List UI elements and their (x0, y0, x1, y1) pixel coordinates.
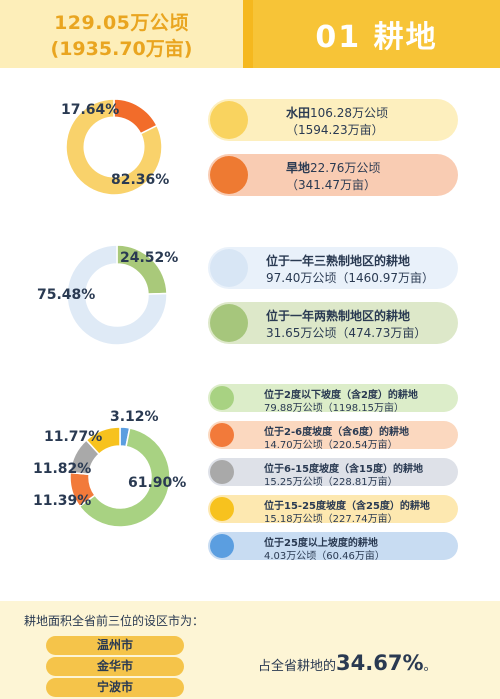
total-area-mu: (1935.70万亩) (50, 38, 193, 60)
slope-donut-chart (70, 427, 170, 527)
donut2-label-double-crop: 24.52% (120, 250, 179, 266)
city-badge-jinhua: 金华市 (46, 657, 184, 676)
total-area-hectares: 129.05万公顷 (54, 12, 189, 34)
dryland-name: 旱地 (286, 161, 311, 175)
paddy-ha: 106.28万公顷 (310, 106, 389, 120)
donut3-label-2-6: 11.39% (33, 493, 92, 509)
slope-6-15-detail: 15.25万公顷（228.81万亩） (264, 477, 398, 488)
double-crop-color-dot (210, 304, 248, 342)
slope-15-25-color-dot (210, 497, 234, 521)
double-crop-name: 位于一年两熟制地区的耕地 (266, 309, 411, 323)
header-total-panel (0, 0, 248, 68)
slope-15-25-name: 位于15-25度坡度（含25度）的耕地 (264, 501, 430, 512)
paddy-area-hectares: 水田106.28万公顷 (286, 104, 388, 121)
pill-paddy-field: 水田106.28万公顷 （1594.23万亩） (208, 99, 458, 141)
paddy-name: 水田 (286, 106, 311, 120)
donut2-segment-triple-crop (67, 245, 167, 345)
donut2-label-triple-crop: 75.48% (37, 287, 96, 303)
dryland-area-hectares: 旱地22.76万公顷 (286, 159, 380, 176)
slope-over-25-color-dot (210, 534, 234, 558)
dryland-area-mu: （341.47万亩） (286, 178, 376, 192)
pill-slope-over-25: 位于25度以上坡度的耕地 4.03万公顷（60.46万亩） (208, 532, 458, 562)
donut3-label-over25: 3.12% (110, 409, 159, 425)
dryland-color-dot (210, 156, 248, 194)
paddy-area-mu: （1594.23万亩） (286, 123, 384, 137)
slope-under-2-detail: 79.88万公顷（1198.15万亩） (264, 403, 404, 414)
header-divider-stripe (243, 0, 253, 68)
city-badge-wenzhou: 温州市 (46, 636, 184, 655)
paddy-color-dot (210, 101, 248, 139)
triple-crop-name: 位于一年三熟制地区的耕地 (266, 254, 411, 268)
share-suffix: 。 (423, 659, 437, 674)
footer-title: 耕地面积全省前三位的设区市为： (24, 614, 205, 628)
header: 129.05万公顷 (1935.70万亩) 01 耕地 (0, 0, 500, 68)
pill-slope-under-2: 位于2度以下坡度（含2度）的耕地 79.88万公顷（1198.15万亩） (208, 384, 458, 414)
slope-under-2-color-dot (210, 386, 234, 410)
triple-crop-detail: 97.40万公顷（1460.97万亩） (266, 271, 434, 285)
section-title: 01 耕地 (315, 20, 438, 55)
city-badge-ningbo: 宁波市 (46, 678, 184, 697)
cropping-system-donut-chart (67, 245, 167, 345)
donut3-label-under2: 61.90% (128, 475, 187, 491)
donut3-label-15-25: 11.77% (44, 429, 103, 445)
donut3-label-6-15: 11.82% (33, 461, 92, 477)
header-title-panel (253, 0, 500, 68)
donut3-segment-15-25 (85, 427, 121, 456)
donut1-segment-paddy (66, 99, 162, 195)
slope-2-6-detail: 14.70万公顷（220.54万亩） (264, 440, 398, 451)
double-crop-detail: 31.65万公顷（474.73万亩） (266, 326, 427, 340)
slope-over-25-name: 位于25度以上坡度的耕地 (264, 538, 378, 549)
slope-15-25-detail: 15.18万公顷（227.74万亩） (264, 514, 398, 525)
slope-2-6-color-dot (210, 423, 234, 447)
donut3-segment-under2 (78, 427, 170, 527)
paddy-dry-donut-chart (66, 99, 162, 195)
donut1-label-paddy: 82.36% (111, 172, 170, 188)
slope-6-15-name: 位于6-15度坡度（含15度）的耕地 (264, 464, 423, 475)
share-prefix: 占全省耕地的 (258, 659, 337, 674)
pill-double-cropping: 位于一年两熟制地区的耕地 31.65万公顷（474.73万亩） (208, 302, 458, 344)
slope-over-25-detail: 4.03万公顷（60.46万亩） (264, 551, 385, 562)
footer-panel: 耕地面积全省前三位的设区市为： 温州市 金华市 宁波市 占全省耕地的34.67%… (0, 601, 500, 699)
pill-slope-2-6: 位于2-6度坡度（含6度）的耕地 14.70万公顷（220.54万亩） (208, 421, 458, 451)
triple-crop-color-dot (210, 249, 248, 287)
share-statement: 占全省耕地的34.67%。 (258, 651, 437, 675)
pill-slope-6-15: 位于6-15度坡度（含15度）的耕地 15.25万公顷（228.81万亩） (208, 458, 458, 488)
pill-triple-cropping: 位于一年三熟制地区的耕地 97.40万公顷（1460.97万亩） (208, 247, 458, 289)
share-value: 34.67% (336, 651, 424, 675)
donut1-label-dryland: 17.64% (61, 102, 120, 118)
slope-under-2-name: 位于2度以下坡度（含2度）的耕地 (264, 390, 418, 401)
slope-2-6-name: 位于2-6度坡度（含6度）的耕地 (264, 427, 410, 438)
pill-dry-land: 旱地22.76万公顷 （341.47万亩） (208, 154, 458, 196)
dryland-ha: 22.76万公顷 (310, 161, 381, 175)
slope-6-15-color-dot (210, 460, 234, 484)
pill-slope-15-25: 位于15-25度坡度（含25度）的耕地 15.18万公顷（227.74万亩） (208, 495, 458, 525)
